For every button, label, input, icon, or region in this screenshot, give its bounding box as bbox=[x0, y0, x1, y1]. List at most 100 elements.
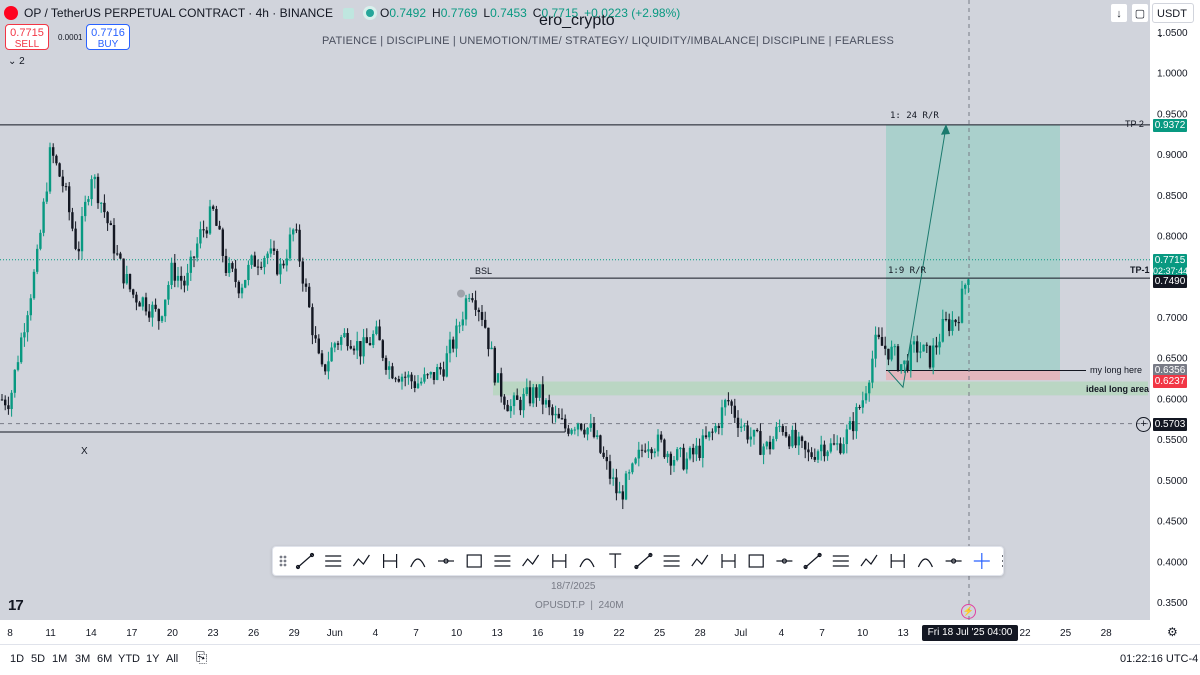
candle-down bbox=[317, 338, 320, 354]
add-alert-icon[interactable]: + bbox=[1136, 417, 1151, 432]
settings-gear-icon[interactable]: ⚙ bbox=[1167, 625, 1178, 639]
lightning-icon[interactable]: ⚡ bbox=[961, 604, 976, 619]
drag-handle-icon[interactable] bbox=[279, 555, 287, 567]
x-mark-label: X bbox=[81, 446, 88, 457]
y-tick-label: 0.5000 bbox=[1157, 476, 1188, 487]
pitchfork-icon[interactable] bbox=[438, 558, 454, 564]
candle-up bbox=[330, 347, 333, 362]
candle-up bbox=[164, 299, 167, 317]
path-icon[interactable] bbox=[522, 554, 540, 567]
candle-up bbox=[938, 341, 941, 348]
candle-down bbox=[352, 348, 356, 351]
measure-icon[interactable] bbox=[890, 554, 905, 568]
x-tick-label: 26 bbox=[248, 628, 260, 639]
text-icon[interactable] bbox=[609, 553, 622, 568]
timeframe-1y[interactable]: 1Y bbox=[146, 653, 160, 665]
candle-down bbox=[948, 319, 951, 331]
rectangle-icon[interactable] bbox=[466, 554, 482, 568]
timeframe-1d[interactable]: 1D bbox=[10, 653, 25, 665]
candle-down bbox=[640, 449, 644, 451]
timeframe-all[interactable]: All bbox=[166, 653, 179, 665]
clock[interactable]: 01:22:16 UTC-4 bbox=[1120, 653, 1199, 665]
trend-line-icon[interactable] bbox=[352, 554, 370, 567]
candle-up bbox=[816, 451, 820, 460]
brush-icon[interactable] bbox=[552, 554, 567, 568]
sell-price: 0.7715 bbox=[10, 27, 44, 39]
curve-icon[interactable] bbox=[721, 554, 736, 568]
timeframe-5d[interactable]: 5D bbox=[31, 653, 46, 665]
currency-select[interactable]: USDT ⌄ bbox=[1152, 3, 1194, 39]
timeframe-ytd[interactable]: YTD bbox=[118, 653, 140, 665]
candle-down bbox=[727, 400, 730, 402]
candle-up bbox=[932, 345, 935, 368]
candle-down bbox=[116, 253, 119, 255]
line-tool-icon[interactable] bbox=[691, 554, 709, 567]
candle-up bbox=[871, 358, 874, 383]
date-range-icon[interactable] bbox=[917, 558, 933, 568]
arrow-marker-icon[interactable] bbox=[776, 558, 793, 564]
forecast-icon[interactable] bbox=[860, 554, 878, 567]
long-position-icon[interactable] bbox=[579, 558, 595, 568]
candle-up bbox=[509, 406, 512, 412]
candle-down bbox=[410, 374, 413, 382]
candle-up bbox=[960, 288, 964, 323]
candle-up bbox=[589, 423, 592, 428]
candle-up bbox=[573, 429, 576, 431]
candle-up bbox=[720, 407, 724, 429]
candle-down bbox=[784, 432, 788, 437]
candle-down bbox=[471, 298, 474, 301]
flag-icon[interactable] bbox=[803, 552, 822, 570]
buy-label: BUY bbox=[97, 39, 119, 50]
fib-icon[interactable] bbox=[382, 554, 398, 568]
date-range-icon[interactable]: ⎘ bbox=[196, 649, 208, 665]
candle-up bbox=[93, 176, 96, 180]
y-tick-label: 0.8000 bbox=[1157, 232, 1188, 243]
timeframe-6m[interactable]: 6M bbox=[97, 653, 113, 665]
motto-text: PATIENCE | DISCIPLINE | UNEMOTION/TIME/ … bbox=[322, 35, 894, 47]
candle-down bbox=[957, 322, 960, 324]
screenshot-button[interactable]: ▢ bbox=[1131, 3, 1149, 23]
y-tick-label: 0.9500 bbox=[1157, 109, 1188, 120]
x-tick-label: 8 bbox=[7, 628, 13, 639]
candle-up bbox=[48, 147, 52, 192]
scroll-down-button[interactable]: ↓ bbox=[1110, 3, 1128, 23]
x-tick-label: Jun bbox=[327, 628, 343, 639]
sell-button[interactable]: 0.7715 SELL bbox=[5, 24, 49, 50]
candle-up bbox=[628, 472, 631, 474]
candle-up bbox=[45, 191, 48, 202]
vertical-line-icon[interactable] bbox=[945, 558, 962, 564]
candle-up bbox=[596, 435, 599, 437]
horizontal-line-icon[interactable] bbox=[295, 552, 315, 570]
anchored-text-icon[interactable] bbox=[634, 552, 653, 570]
candle-up bbox=[647, 449, 650, 452]
arrow-icon[interactable] bbox=[663, 555, 680, 567]
x-tick-label: 7 bbox=[819, 628, 825, 639]
horizontal-ray-icon[interactable] bbox=[410, 558, 426, 568]
candle-down bbox=[535, 387, 538, 398]
candle-down bbox=[810, 452, 813, 458]
candle-down bbox=[442, 369, 445, 377]
timeframe-1m[interactable]: 1M bbox=[52, 653, 68, 665]
eraser-icon[interactable] bbox=[1002, 555, 1018, 567]
indicators-toggle[interactable]: ⌄ 2 bbox=[8, 56, 25, 67]
pattern-icon[interactable] bbox=[832, 555, 849, 567]
timeframe-3m[interactable]: 3M bbox=[75, 653, 91, 665]
callout-icon[interactable] bbox=[748, 554, 764, 568]
candle-down bbox=[298, 229, 301, 262]
candle-up bbox=[407, 374, 410, 378]
candle-down bbox=[599, 435, 602, 453]
parallel-channel-icon[interactable] bbox=[325, 555, 342, 567]
buy-button[interactable]: 0.7716 BUY bbox=[86, 24, 130, 50]
crosshair-icon[interactable] bbox=[973, 553, 990, 569]
symbol-title[interactable]: OP / TetherUS PERPETUAL CONTRACT · 4h · … bbox=[24, 6, 333, 20]
arrow-head bbox=[941, 124, 950, 135]
candle-down bbox=[122, 258, 125, 284]
tradingview-logo-icon[interactable]: 17 bbox=[8, 597, 24, 614]
candle-up bbox=[372, 333, 375, 346]
rotated-rectangle-icon[interactable] bbox=[494, 555, 511, 567]
candle-up bbox=[653, 451, 656, 454]
candle-down bbox=[564, 418, 567, 429]
candle-down bbox=[768, 441, 772, 450]
candle-down bbox=[759, 431, 762, 455]
